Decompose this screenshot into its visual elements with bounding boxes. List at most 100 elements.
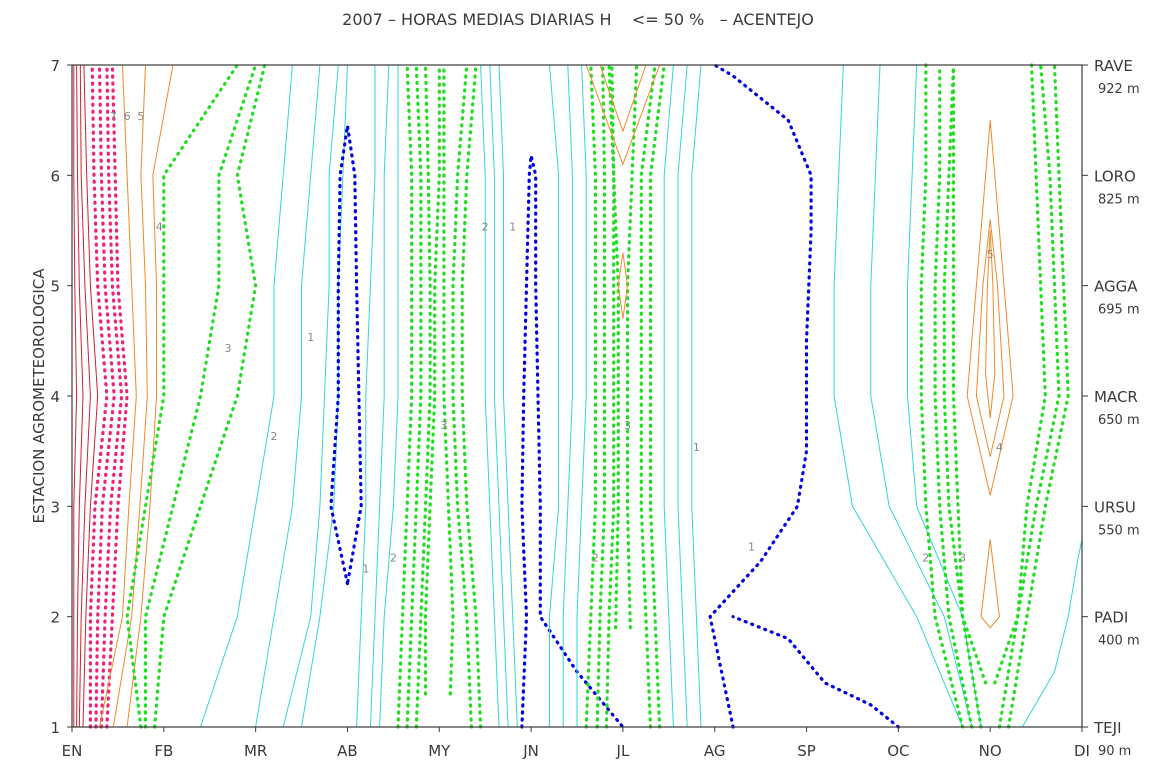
y-tick-label: 5: [50, 278, 60, 296]
contour-line-level-int: [451, 63, 473, 729]
contour-value-label: 4: [156, 221, 163, 234]
x-tick-label: MR: [244, 742, 267, 760]
contour-line-mid: [126, 64, 174, 728]
contour-line-level-high: [105, 63, 129, 729]
x-tick-label: MY: [428, 742, 451, 760]
contour-line-level-int: [1006, 63, 1070, 729]
contour-value-label: 3: [959, 552, 966, 565]
contour-line-low: [379, 65, 399, 728]
x-axis-ticks: EN FB MR AB MY JN JL AG SP OC NO DI: [62, 727, 1090, 760]
contour-line-level-int: [460, 63, 483, 729]
contour-line-level-int: [396, 63, 414, 729]
contour-value-label: 3: [624, 419, 631, 432]
contour-line-mid: [599, 64, 647, 133]
station-code: PADI: [1094, 609, 1128, 627]
contour-line-level-1: [329, 125, 363, 586]
contour-line-level-int: [125, 63, 239, 729]
y-tick-label: 2: [50, 609, 60, 627]
y-tick-label: 3: [50, 498, 60, 516]
contour-line-high: [82, 64, 99, 728]
contour-line-low: [549, 64, 560, 727]
contour-line-level-high: [99, 63, 124, 729]
contour-value-label: 1: [362, 563, 369, 576]
contour-line-level-int: [423, 63, 441, 696]
contour-value-label: 6: [124, 110, 131, 123]
x-tick-label: DI: [1074, 742, 1090, 760]
station-code: URSU: [1094, 498, 1136, 516]
contour-line-level-int: [997, 63, 1061, 729]
station-code: LORO: [1094, 167, 1136, 185]
contour-value-label: 1: [307, 331, 314, 344]
contour-value-label: 3: [225, 342, 232, 355]
contour-line-level-1: [708, 63, 813, 729]
contour-value-label: 5: [137, 110, 144, 123]
contour-value-label: 1: [693, 441, 700, 454]
station-code: TEJI: [1093, 719, 1122, 737]
y-tick-label: 6: [50, 167, 60, 185]
contour-line-low: [200, 64, 293, 728]
contour-line-low: [489, 64, 509, 728]
contour-value-label: 5: [987, 248, 994, 261]
contour-value-label: 4: [996, 441, 1003, 454]
contour-line-level-int: [595, 63, 607, 729]
contour-line-high: [76, 64, 84, 728]
contour-line-low: [369, 64, 390, 728]
contour-line-level-int: [607, 63, 620, 630]
contour-value-label: 2: [390, 552, 397, 565]
contour-line-mid: [585, 64, 661, 166]
x-tick-label: FB: [154, 742, 173, 760]
contour-value-label: 3: [440, 419, 447, 432]
contour-line-low: [480, 64, 500, 728]
station-altitude: 695 m: [1098, 303, 1140, 318]
contour-line-mid: [980, 539, 1000, 629]
y-tick-label: 7: [50, 57, 60, 75]
contour-line-mid: [975, 219, 1005, 457]
contour-line-level-1: [731, 615, 900, 729]
contour-value-label: 2: [922, 552, 929, 565]
contour-line-level-int: [648, 63, 666, 729]
station-altitude: 922 m: [1098, 82, 1140, 97]
contour-line-level-int: [639, 63, 657, 729]
contour-line-level-int: [604, 63, 616, 729]
contour-line-level-int: [942, 63, 983, 729]
contour-value-label: 1: [748, 540, 755, 553]
contour-line-level-int: [153, 63, 267, 729]
y-tick-label: 4: [50, 388, 60, 406]
contour-value-label: 1: [509, 221, 516, 234]
x-tick-label: OC: [887, 742, 909, 760]
y-axis-label: ESTACION AGROMETEOROLOGICA: [30, 268, 48, 524]
x-tick-label: JL: [616, 742, 630, 760]
contour-line-level-int: [993, 63, 1047, 685]
x-tick-label: EN: [62, 742, 83, 760]
contour-line-level-int: [933, 63, 974, 729]
contour-line-high: [78, 64, 91, 728]
contour-line-low: [576, 64, 587, 727]
contour-line-low: [907, 64, 982, 728]
contour-line-level-int: [919, 63, 965, 729]
contour-line-low: [356, 65, 376, 728]
contour-line-high: [73, 65, 78, 727]
contour-line-low: [677, 64, 688, 728]
station-altitude: 550 m: [1098, 523, 1140, 538]
station-code: MACR: [1094, 388, 1138, 406]
contour-line-mid: [99, 64, 137, 728]
station-labels: TEJI 90 m PADI 400 m URSU 550 m MACR 650 m AGGA 6…: [1093, 57, 1140, 759]
y-tick-label: 1: [50, 719, 60, 737]
contour-line-mid: [617, 252, 629, 319]
contour-line-mid: [966, 120, 1014, 496]
x-tick-label: JN: [522, 742, 539, 760]
chart-title: 2007 – HORAS MEDIAS DIARIAS H <= 50 % – …: [342, 10, 814, 29]
contour-line-low: [562, 64, 573, 727]
contour-line-mid: [112, 64, 148, 728]
contour-line-low: [498, 64, 518, 728]
station-altitude: 90 m: [1098, 744, 1131, 759]
contour-line-low: [833, 64, 964, 728]
station-altitude: 650 m: [1098, 413, 1140, 428]
contour-line-low: [255, 64, 321, 728]
contour-line-level-high: [88, 63, 109, 729]
contour-value-label: 2: [482, 221, 489, 234]
x-tick-label: SP: [797, 742, 816, 760]
